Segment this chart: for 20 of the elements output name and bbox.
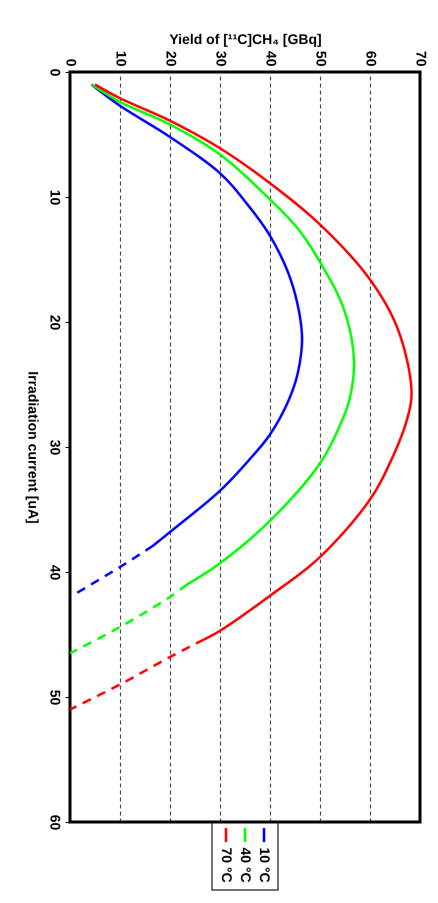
y-axis-title: Irradiation current [uA]	[26, 371, 42, 524]
x-tick-label: 20	[164, 50, 180, 67]
legend-label: 70 °C	[219, 848, 235, 883]
y-tick-label: 20	[48, 314, 64, 330]
x-tick-label: 50	[314, 50, 330, 67]
y-tick-label: 0	[48, 68, 64, 77]
x-tick-label: 0	[64, 58, 80, 67]
legend-label: 10 °C	[257, 848, 273, 883]
x-axis-title: Yield of [¹¹C]CH₄ [GBq]	[169, 30, 322, 47]
y-tick-label: 40	[48, 564, 64, 580]
x-tick-label: 60	[364, 50, 380, 67]
x-tick-label: 30	[214, 50, 230, 67]
y-tick-label: 10	[48, 190, 64, 206]
legend-label: 40 °C	[238, 848, 254, 883]
y-tick-label: 30	[48, 440, 64, 456]
y-tick-label: 50	[48, 690, 64, 706]
x-tick-label: 40	[264, 50, 280, 67]
x-tick-label: 10	[114, 50, 130, 67]
x-tick-label: 70	[414, 50, 430, 67]
y-tick-label: 60	[48, 814, 64, 830]
